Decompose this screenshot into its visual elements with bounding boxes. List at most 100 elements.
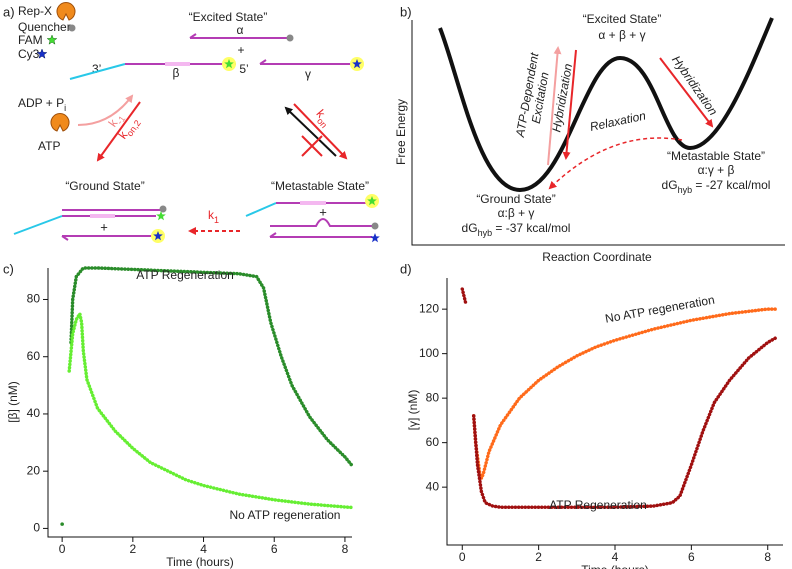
x-tick-label: 2: [535, 550, 542, 564]
y-tick-label: 60: [27, 349, 41, 363]
arrow-label: Hybridization: [669, 53, 720, 118]
state-title: “Metastable State”: [667, 149, 765, 163]
plus: +: [237, 43, 244, 57]
repx-icon: [56, 2, 76, 21]
state-title: “Ground State”: [65, 179, 144, 193]
data-line: [69, 266, 354, 468]
annotation: ATP Regeneration: [136, 268, 234, 282]
panel-label: a): [3, 4, 15, 19]
strand: [13, 215, 63, 235]
state-species: α + β + γ: [598, 28, 645, 42]
text: k: [208, 208, 215, 222]
axis: [411, 20, 785, 246]
legend-label: Quencher: [18, 20, 71, 34]
text: dG: [662, 178, 678, 192]
data-line: [471, 307, 778, 481]
axis: [446, 278, 783, 546]
subscript: hyb: [678, 185, 693, 195]
x-tick-label: 0: [59, 542, 66, 556]
energy-curve: [438, 17, 774, 193]
x-tick-label: 4: [612, 550, 619, 564]
plus: +: [100, 219, 108, 234]
data-line: [67, 312, 354, 510]
block-cross: [301, 135, 323, 157]
annotation: ATP Regeneration: [549, 498, 647, 512]
legend-label: Rep-X: [18, 4, 52, 18]
y-tick-label: 100: [419, 346, 439, 360]
data-line: [471, 336, 778, 509]
x-tick-label: 2: [129, 542, 136, 556]
state-title: “Metastable State”: [271, 179, 369, 193]
axis-label: Free Energy: [394, 99, 408, 165]
quencher: [371, 222, 379, 230]
annotation: No ATP regeneration: [604, 293, 716, 326]
strand: [69, 63, 126, 80]
text: = -37 kcal/mol: [492, 221, 570, 235]
subscript: on,2: [125, 118, 143, 138]
state-energy: dGhyb = -37 kcal/mol: [462, 221, 571, 238]
x-axis-label: Time (hours): [166, 555, 234, 569]
quencher: [159, 205, 167, 213]
state-title: “Ground State”: [476, 192, 555, 206]
subscript: on: [315, 116, 329, 130]
x-tick-label: 8: [342, 542, 349, 556]
y-tick-label: 80: [27, 292, 41, 306]
arrow: [562, 49, 577, 160]
strand-label: β: [173, 66, 180, 80]
panel-label: d): [400, 261, 412, 276]
panel-label: c): [3, 261, 14, 276]
text: ADP + P: [18, 96, 64, 110]
subscript: hyb: [478, 228, 493, 238]
arrow: [293, 103, 348, 160]
arrow: [96, 101, 141, 162]
data-line: [460, 287, 468, 307]
axis-label: Reaction Coordinate: [542, 250, 652, 264]
rate-label: k1: [208, 208, 219, 225]
arrow: [547, 46, 562, 166]
arrow: [284, 106, 337, 157]
rate-label: kon: [311, 107, 334, 130]
strand: [245, 202, 277, 217]
fam: [156, 211, 166, 221]
fam-icon: [46, 34, 58, 45]
x-axis-label: Time (hours): [581, 563, 649, 569]
y-tick-label: 40: [27, 406, 41, 420]
state-energy: dGhyb = -27 kcal/mol: [662, 178, 771, 195]
state-title: “Excited State”: [189, 10, 268, 24]
panel-a: a) Rep-X Quencher FAM Cy3 “Excited State…: [3, 2, 380, 243]
quencher-icon: [68, 24, 76, 32]
axis: [47, 268, 352, 538]
annotation: No ATP regeneration: [230, 508, 341, 522]
y-tick-label: 60: [426, 435, 440, 449]
strand: [13, 33, 372, 241]
y-tick-label: 0: [33, 521, 40, 535]
arrow: [548, 137, 683, 190]
quencher: [286, 34, 294, 42]
cy3: [370, 233, 380, 243]
strand: [259, 59, 356, 65]
plus: +: [319, 204, 327, 219]
arrow-label: Relaxation: [589, 108, 648, 134]
y-axis-label: [γ] (nM): [406, 390, 420, 431]
rate-label: k-1: [106, 110, 128, 131]
legend-label: FAM: [18, 33, 43, 47]
x-tick-label: 0: [459, 550, 466, 564]
y-tick-label: 20: [27, 463, 41, 477]
y-tick-label: 120: [419, 301, 439, 315]
subscript: i: [64, 103, 66, 113]
panel-b: b) Free Energy Reaction Coordinate “Exci…: [394, 4, 785, 264]
strand: [189, 33, 288, 39]
y-tick-label: 40: [426, 479, 440, 493]
legend-label: Cy3: [18, 47, 40, 61]
adp-label: ADP + Pi: [18, 96, 66, 113]
x-tick-label: 8: [764, 550, 771, 564]
y-tick-label: 80: [426, 390, 440, 404]
strand-label: γ: [305, 67, 311, 81]
state-species: α:β + γ: [498, 206, 535, 220]
panel-label: b): [400, 4, 412, 19]
end-label: 5’: [239, 62, 248, 76]
x-tick-label: 4: [200, 542, 207, 556]
